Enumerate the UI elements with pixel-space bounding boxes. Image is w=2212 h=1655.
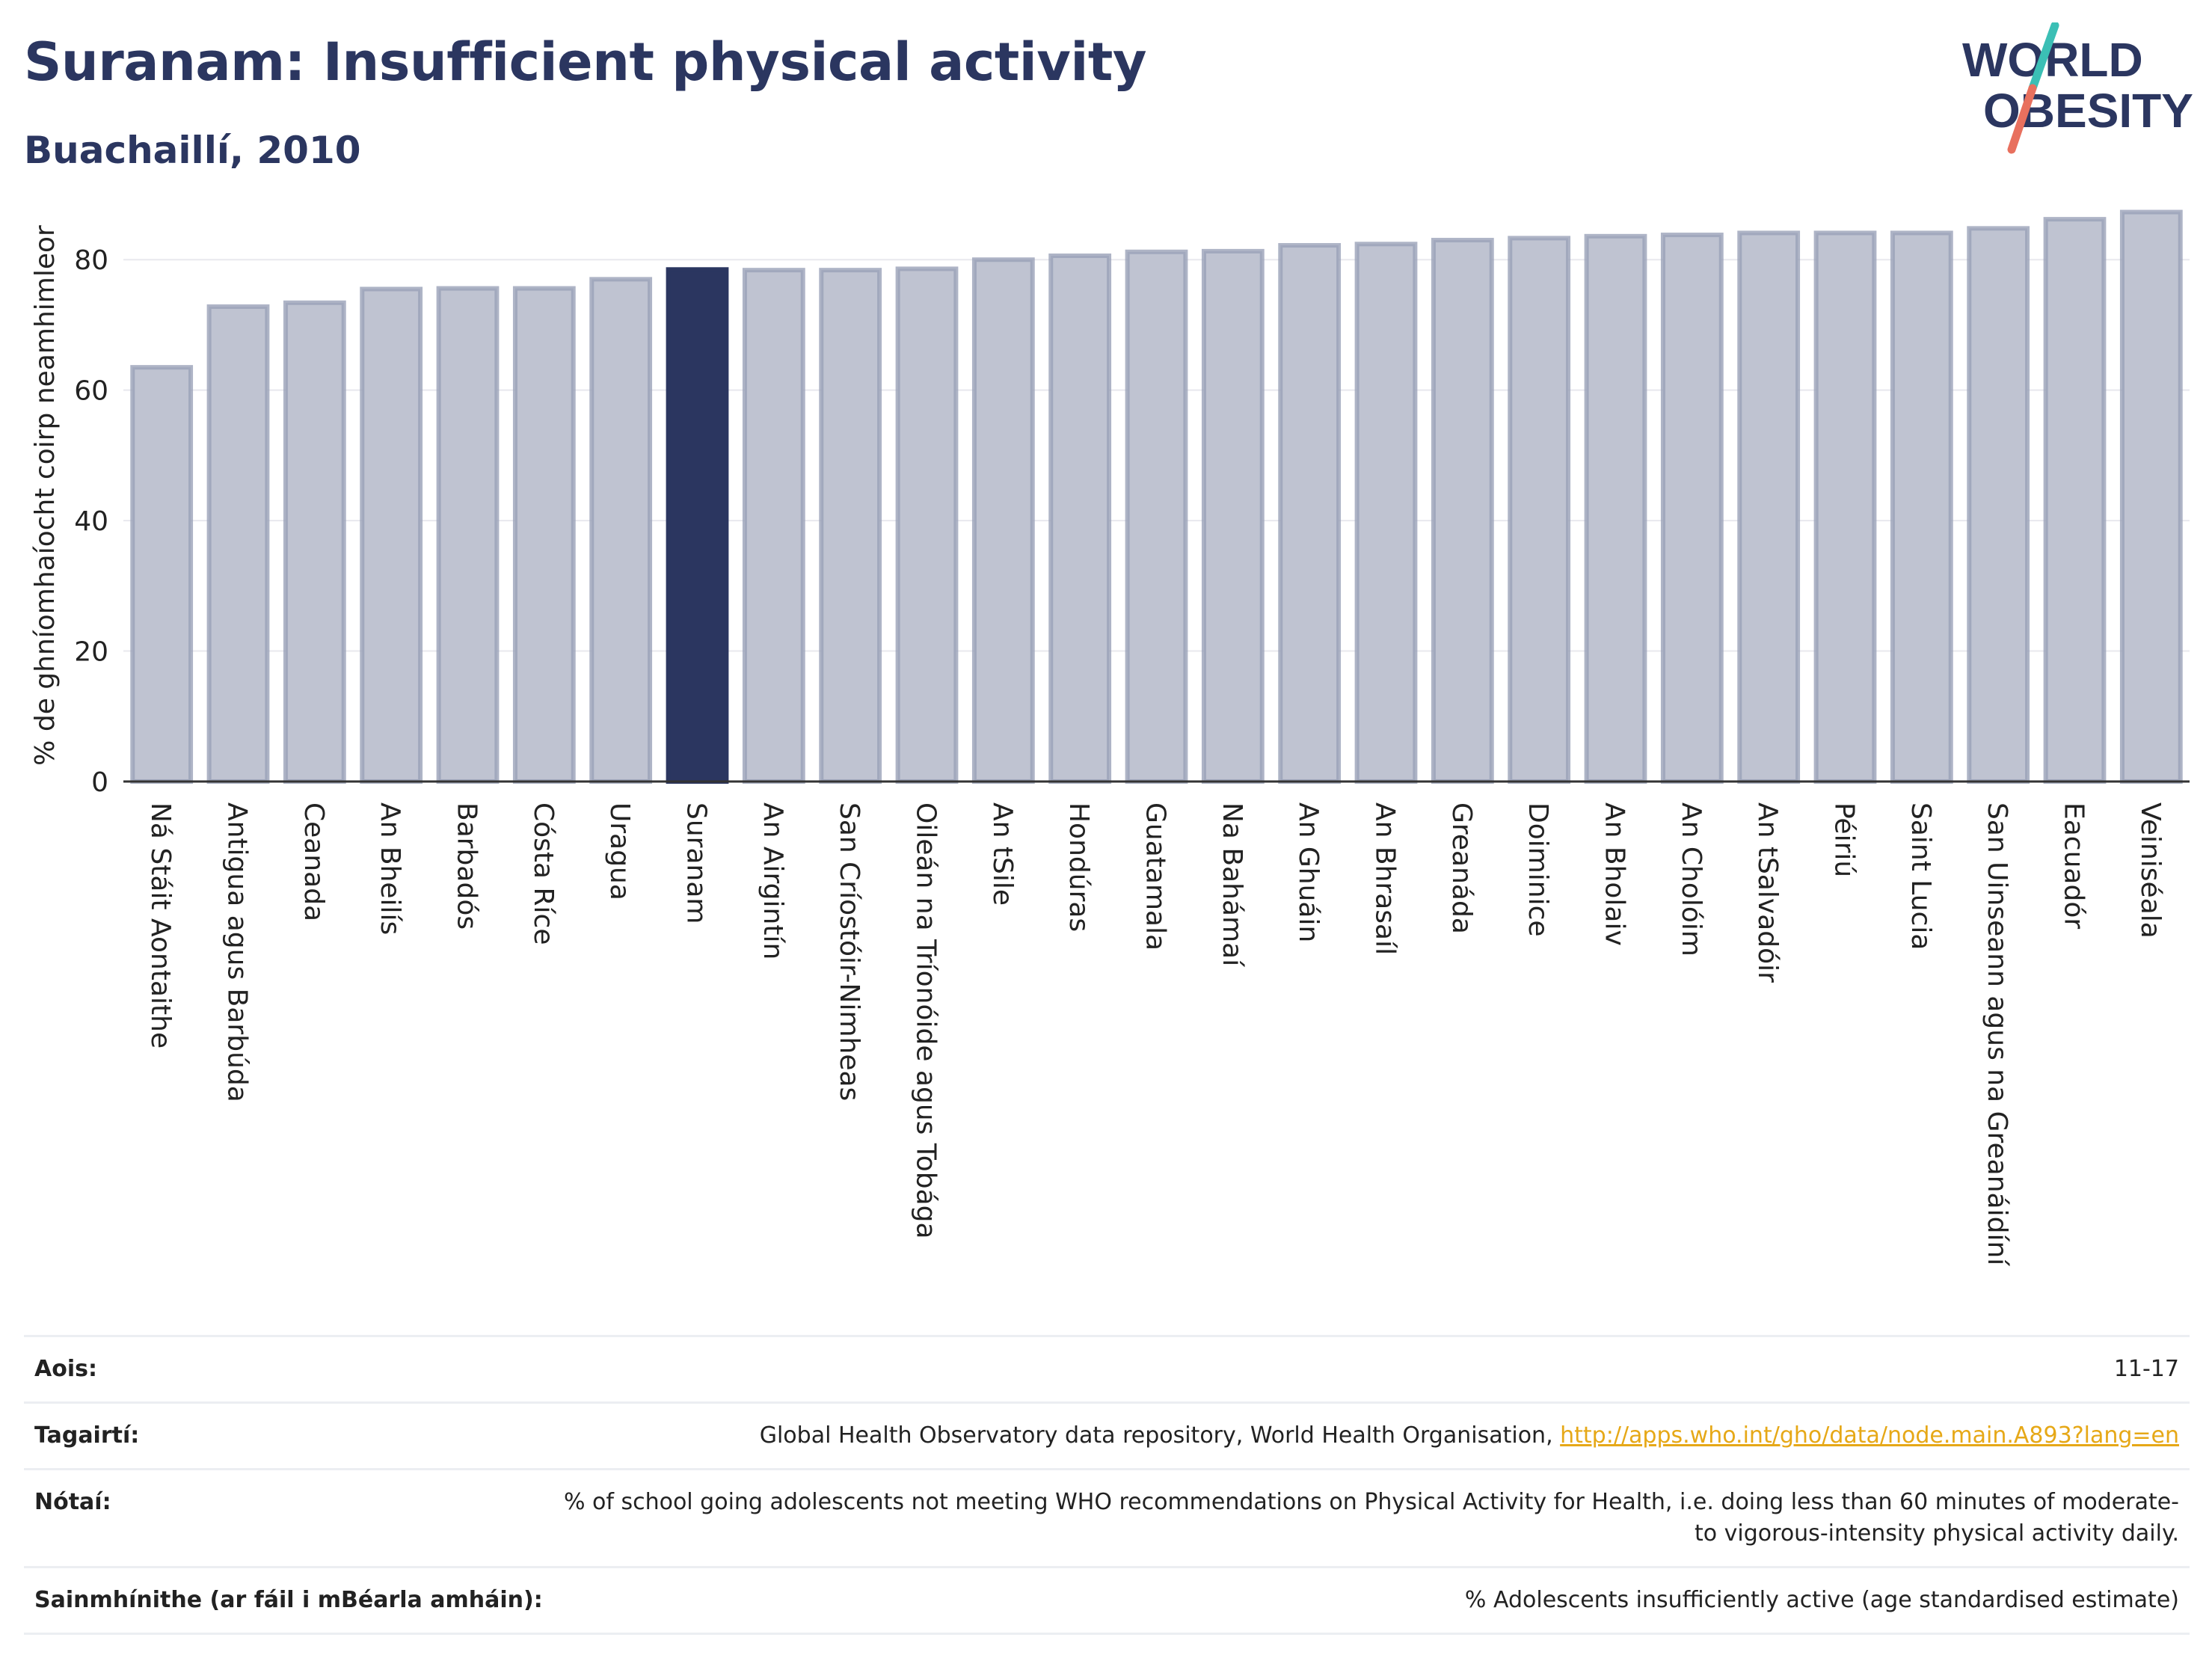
x-tick-label: An Airgintín — [758, 802, 788, 959]
bar — [206, 304, 270, 784]
age-label: Aois: — [34, 1356, 97, 1382]
x-tick-label: An Ghuáin — [1293, 802, 1324, 942]
bar — [895, 266, 959, 784]
references-link[interactable]: http://apps.who.int/gho/data/node.main.A… — [1560, 1422, 2179, 1449]
bar — [1125, 249, 1188, 784]
definitions-value: % Adolescents insufficiently active (age… — [1464, 1587, 2179, 1613]
x-tick-label: Barbadós — [452, 802, 482, 930]
x-tick-label: Ceanada — [298, 802, 329, 921]
bar-chart: 0 20 40 60 80 Ná Stáit Aontaithe Antigua agus… — [30, 209, 2190, 1266]
definitions-label: Sainmhínithe (ar fáil i mBéarla amháin): — [34, 1587, 543, 1613]
info-row-definitions: Sainmhínithe (ar fáil i mBéarla amháin):… — [24, 1567, 2190, 1634]
x-tick-label: Greanáda — [1446, 802, 1477, 934]
bar — [1431, 238, 1494, 784]
x-tick-label: An Bhrasaíl — [1370, 802, 1401, 955]
y-tick-label: 60 — [74, 376, 108, 407]
bar — [1508, 236, 1571, 784]
x-tick-label: Antigua agus Barbúda — [222, 802, 253, 1102]
bar — [2119, 209, 2183, 784]
bar — [2043, 217, 2107, 784]
bar — [1737, 230, 1801, 784]
bar — [819, 268, 882, 784]
y-axis-title: % de ghníomhaíocht coirp neamhimleor — [30, 225, 61, 766]
x-tick-label: Hondúras — [1063, 802, 1094, 932]
x-tick-label: Doiminice — [1523, 802, 1553, 937]
x-tick-label: Guatamala — [1140, 802, 1171, 951]
logo-slash-coral — [2007, 84, 2037, 154]
info-row-notes: Nótaí: % of school going adolescents not… — [24, 1469, 2190, 1568]
x-tick-label: San Críostóir-Nimheas — [834, 802, 864, 1101]
bar — [512, 286, 576, 784]
bar — [436, 286, 500, 784]
y-tick-label: 0 — [91, 767, 108, 798]
x-tick-label: Péiriú — [1829, 802, 1860, 877]
bar — [1584, 233, 1647, 784]
y-axis-ticks: 0 20 40 60 80 — [74, 245, 108, 798]
bar — [283, 300, 346, 784]
info-row-age: Aois: 11-17 — [24, 1336, 2190, 1403]
x-tick-label: An Bheilís — [375, 802, 405, 935]
x-tick-label: Ná Stáit Aontaithe — [145, 802, 176, 1048]
x-tick-label: Uragua — [604, 802, 635, 900]
bar — [1201, 248, 1265, 784]
x-tick-label: Cósta Ríce — [528, 802, 559, 945]
x-tick-label: San Uinseann agus na Greanáidíní — [1982, 802, 2012, 1266]
x-tick-label: Na Bahámaí — [1217, 802, 1247, 967]
x-tick-label: An tSile — [987, 802, 1018, 906]
y-tick-label: 80 — [74, 245, 108, 276]
bar — [1890, 230, 1953, 784]
chart-title: Suranam: Insufficient physical activity — [24, 31, 1147, 93]
x-tick-label: Oileán na Tríonóide agus Tobága — [911, 802, 941, 1239]
bar — [589, 277, 653, 784]
x-tick-label: Eacuadór — [2059, 802, 2089, 929]
x-tick-label: Suranam — [681, 802, 712, 924]
bar — [1967, 226, 2030, 784]
x-tick-label: Veiniséala — [2135, 802, 2166, 939]
bar — [1660, 233, 1724, 784]
bar — [360, 286, 423, 784]
references-text: Global Health Observatory data repositor… — [759, 1422, 1561, 1449]
chart-subtitle: Buachaillí, 2010 — [24, 129, 361, 172]
bars — [130, 209, 2183, 784]
logo-slash-teal — [2028, 22, 2059, 93]
bar — [1048, 253, 1112, 784]
references-label: Tagairtí: — [34, 1422, 140, 1449]
bar — [742, 268, 805, 784]
bar — [971, 257, 1035, 784]
bar — [1278, 243, 1342, 784]
age-value: 11-17 — [2113, 1356, 2179, 1382]
y-tick-label: 20 — [74, 637, 108, 668]
references-value: Global Health Observatory data repositor… — [553, 1403, 2190, 1470]
x-tick-label: An Cholóim — [1676, 802, 1706, 957]
bar-highlighted — [666, 267, 729, 784]
bar — [130, 365, 194, 784]
info-row-references: Tagairtí: Global Health Observatory data… — [24, 1402, 2190, 1470]
metadata-table: Aois: 11-17 Tagairtí: Global Health Obse… — [24, 1335, 2190, 1635]
x-tick-label: An Bholaiv — [1600, 802, 1630, 946]
y-tick-label: 40 — [74, 506, 108, 537]
bar — [1354, 242, 1418, 784]
x-tick-label: An tSalvadóir — [1752, 802, 1783, 983]
x-axis-labels: Ná Stáit Aontaithe Antigua agus Barbúda Ce… — [145, 802, 2166, 1266]
notes-value: % of school going adolescents not meetin… — [563, 1489, 2179, 1547]
bar — [1813, 230, 1877, 784]
notes-label: Nótaí: — [34, 1489, 111, 1515]
world-obesity-logo: WORLD OBESITY — [1962, 22, 2193, 154]
x-tick-label: Saint Lucia — [1905, 802, 1936, 950]
